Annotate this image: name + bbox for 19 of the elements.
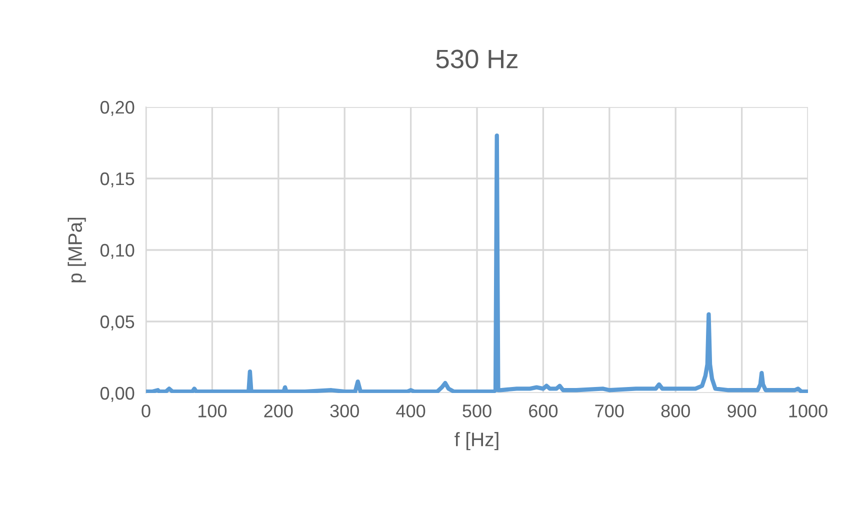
x-tick-label: 900: [728, 404, 756, 418]
x-tick-label: 700: [595, 404, 624, 418]
x-tick-label: 300: [330, 404, 359, 418]
x-tick-label: 800: [661, 404, 690, 418]
x-tick-label: 200: [264, 404, 293, 418]
y-tick-label: 0,00: [100, 386, 134, 402]
y-axis-title: p [MPa]: [68, 218, 86, 282]
x-tick-label: 600: [529, 404, 558, 418]
y-tick-label: 0,10: [100, 244, 134, 259]
y-tick-label: 0,20: [100, 100, 134, 116]
x-tick-label: 500: [462, 404, 492, 418]
chart-title: 530 Hz: [436, 50, 518, 68]
x-tick-label: 400: [396, 404, 426, 418]
x-axis-title: f [Hz]: [454, 432, 498, 450]
x-tick-label: 1000: [789, 404, 828, 418]
y-tick-label: 0,05: [100, 315, 134, 330]
x-tick-label: 0: [142, 404, 150, 418]
y-tick-label: 0,15: [100, 172, 134, 188]
x-tick-label: 100: [198, 404, 227, 418]
